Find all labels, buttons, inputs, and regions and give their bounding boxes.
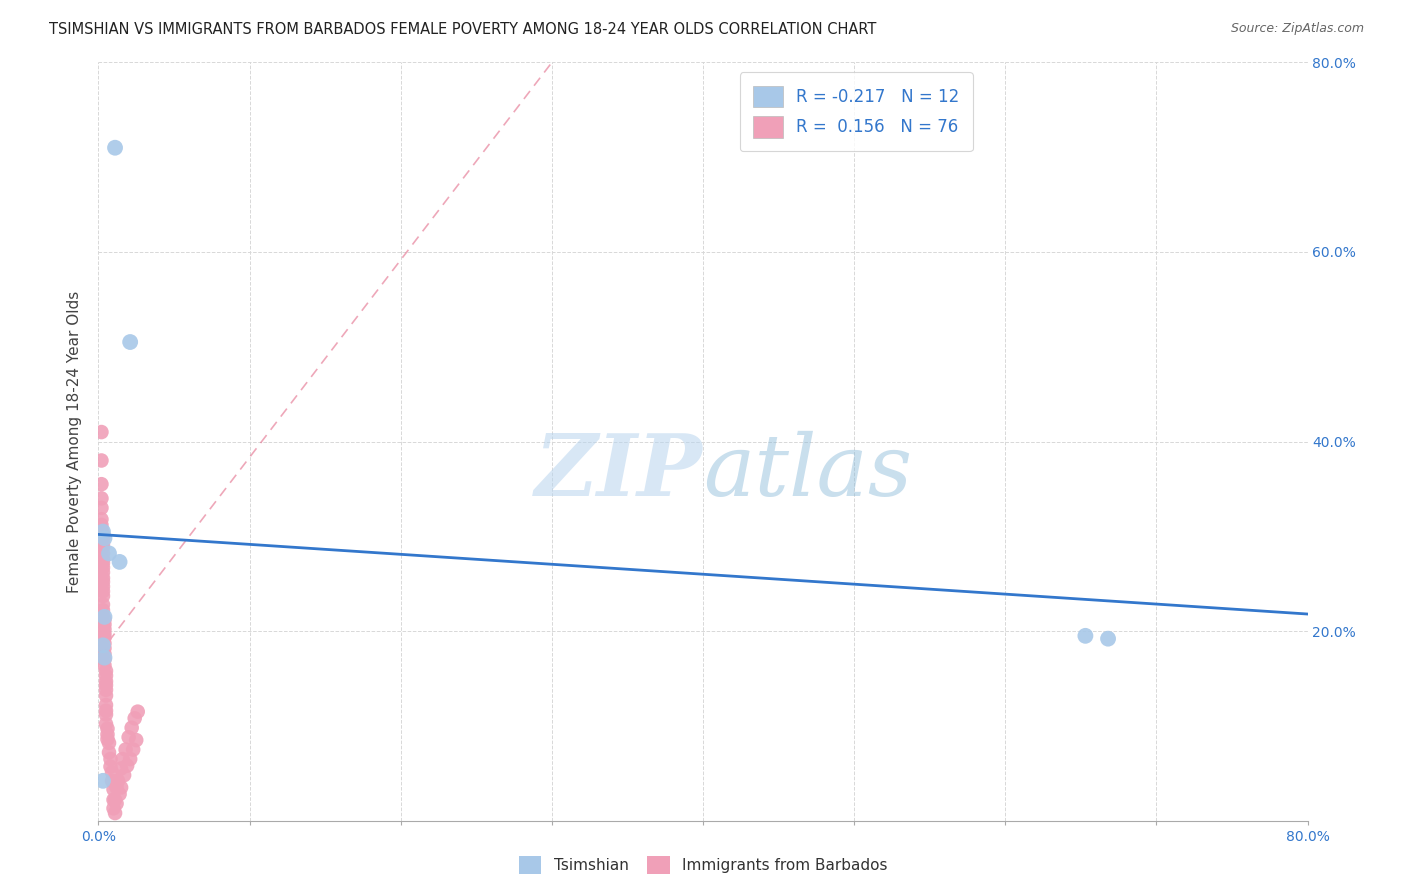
Point (96, 732, 118, 747)
Point (90, 425, 112, 439)
Point (100, 752, 122, 766)
Point (94, 682, 117, 697)
Point (91, 574, 114, 589)
Point (91, 584, 114, 599)
Point (91, 552, 114, 566)
Point (90, 453, 112, 467)
Text: TSIMSHIAN VS IMMIGRANTS FROM BARBADOS FEMALE POVERTY AMONG 18-24 YEAR OLDS CORRE: TSIMSHIAN VS IMMIGRANTS FROM BARBADOS FE… (49, 22, 876, 37)
Point (93, 613, 115, 627)
Point (93, 636, 115, 650)
Point (90, 491, 112, 506)
Point (91, 537, 114, 551)
Point (91, 603, 114, 617)
Point (124, 711, 146, 725)
Point (91, 566, 114, 580)
Point (120, 752, 142, 766)
Point (108, 787, 131, 801)
Point (94, 664, 117, 678)
Point (105, 780, 128, 795)
Point (111, 752, 134, 766)
Point (94, 678, 117, 692)
Point (1097, 632, 1119, 646)
Point (101, 765, 124, 780)
Point (104, 141, 127, 155)
Point (105, 797, 128, 811)
Point (98, 736, 121, 750)
Point (93, 641, 115, 656)
Point (96, 727, 118, 741)
Point (101, 773, 124, 788)
Point (94, 707, 117, 722)
Point (103, 782, 125, 797)
Point (91, 773, 114, 788)
Point (91, 524, 114, 539)
Y-axis label: Female Poverty Among 18-24 Year Olds: Female Poverty Among 18-24 Year Olds (67, 291, 83, 592)
Legend: Tsimshian, Immigrants from Barbados: Tsimshian, Immigrants from Barbados (512, 850, 894, 880)
Point (107, 773, 129, 788)
Point (104, 806, 127, 821)
Point (93, 652, 115, 666)
Point (94, 668, 117, 682)
Point (103, 801, 125, 815)
Text: ZIP: ZIP (536, 430, 703, 514)
Point (122, 742, 145, 756)
Point (108, 555, 131, 569)
Point (110, 762, 132, 776)
Point (118, 730, 141, 744)
Point (91, 531, 114, 545)
Point (91, 526, 114, 541)
Text: atlas: atlas (703, 431, 912, 513)
Point (91, 638, 114, 652)
Point (91, 589, 114, 603)
Point (93, 617, 115, 632)
Point (120, 334, 142, 349)
Point (103, 793, 125, 807)
Legend: R = -0.217   N = 12, R =  0.156   N = 76: R = -0.217 N = 12, R = 0.156 N = 76 (740, 72, 973, 151)
Point (94, 689, 117, 703)
Point (90, 522, 112, 536)
Point (90, 477, 112, 491)
Point (112, 768, 135, 782)
Point (93, 658, 115, 673)
Point (91, 580, 114, 594)
Point (90, 517, 112, 532)
Point (98, 546, 121, 560)
Point (91, 556, 114, 570)
Point (93, 610, 115, 624)
Point (91, 541, 114, 555)
Point (91, 560, 114, 574)
Point (94, 717, 117, 731)
Point (125, 733, 148, 747)
Point (115, 758, 138, 772)
Point (96, 722, 118, 736)
Point (90, 512, 112, 526)
Point (93, 631, 115, 645)
Point (93, 647, 115, 661)
Point (91, 571, 114, 585)
Point (110, 780, 132, 795)
Point (94, 674, 117, 689)
Point (100, 759, 122, 773)
Point (91, 598, 114, 612)
Point (114, 742, 136, 756)
Point (94, 704, 117, 718)
Point (93, 622, 115, 636)
Point (127, 705, 149, 719)
Point (93, 531, 115, 545)
Point (91, 546, 114, 560)
Point (98, 746, 121, 760)
Point (104, 793, 127, 807)
Point (91, 609, 114, 624)
Point (90, 500, 112, 515)
Text: Source: ZipAtlas.com: Source: ZipAtlas.com (1230, 22, 1364, 36)
Point (93, 627, 115, 641)
Point (121, 721, 143, 735)
Point (1074, 629, 1097, 643)
Point (93, 650, 115, 665)
Point (94, 698, 117, 712)
